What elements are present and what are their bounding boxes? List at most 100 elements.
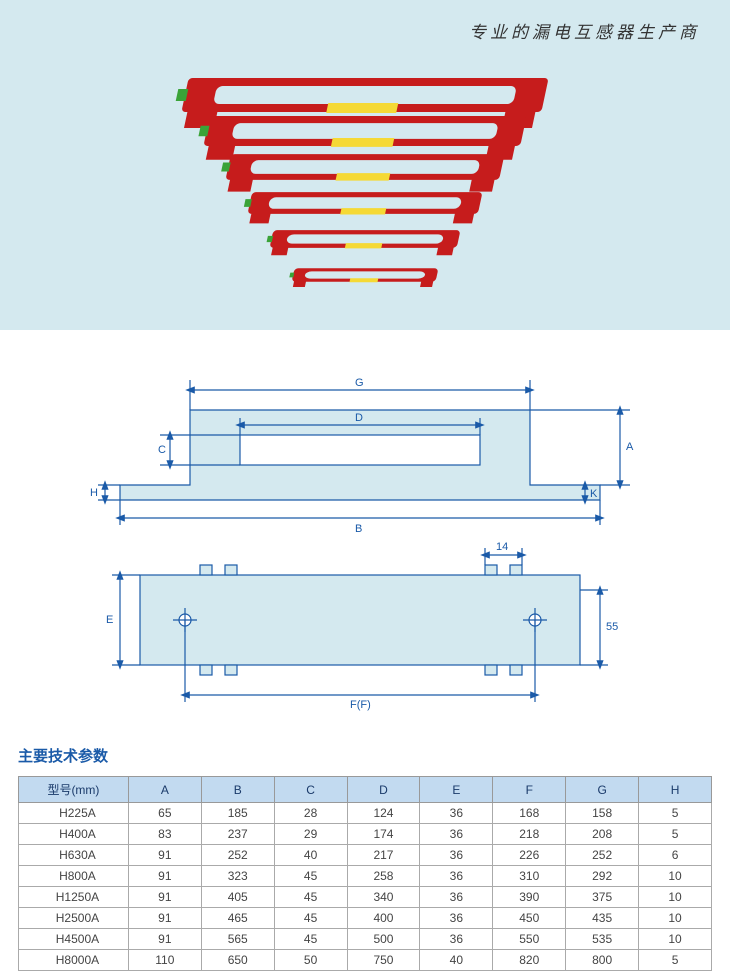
dim-label-D: D xyxy=(355,412,363,424)
table-cell: H1250A xyxy=(19,887,129,908)
table-cell: 36 xyxy=(420,845,493,866)
table-header: 型号(mm) xyxy=(19,777,129,803)
table-cell: 6 xyxy=(639,845,712,866)
table-cell: 40 xyxy=(274,845,347,866)
table-cell: 535 xyxy=(566,929,639,950)
product-illustration xyxy=(140,50,590,320)
table-cell: 450 xyxy=(493,908,566,929)
table-cell: 252 xyxy=(201,845,274,866)
table-cell: 36 xyxy=(420,908,493,929)
table-cell: 323 xyxy=(201,866,274,887)
table-cell: 258 xyxy=(347,866,420,887)
table-cell: 750 xyxy=(347,950,420,971)
table-cell: 83 xyxy=(128,824,201,845)
table-cell: 36 xyxy=(420,866,493,887)
table-row: H800A91323452583631029210 xyxy=(19,866,712,887)
table-cell: 168 xyxy=(493,803,566,824)
table-cell: 91 xyxy=(128,845,201,866)
params-title: 主要技术参数 xyxy=(18,745,730,766)
table-cell: 800 xyxy=(566,950,639,971)
dim-label-G: G xyxy=(355,377,364,389)
table-cell: 29 xyxy=(274,824,347,845)
table-cell: 91 xyxy=(128,866,201,887)
table-cell: 500 xyxy=(347,929,420,950)
header-tagline: 专业的漏电互感器生产商 xyxy=(469,18,700,43)
table-cell: 10 xyxy=(639,866,712,887)
table-cell: 208 xyxy=(566,824,639,845)
dim-label-B: B xyxy=(355,523,362,535)
table-cell: 36 xyxy=(420,887,493,908)
dim-label-K: K xyxy=(590,488,598,500)
dim-label-H: H xyxy=(90,487,98,499)
params-table: 型号(mm)ABCDEFGH H225A6518528124361681585H… xyxy=(18,776,712,971)
table-cell: 65 xyxy=(128,803,201,824)
table-header: A xyxy=(128,777,201,803)
dim-label-E: E xyxy=(106,614,113,626)
table-cell: H8000A xyxy=(19,950,129,971)
table-cell: 375 xyxy=(566,887,639,908)
table-header: G xyxy=(566,777,639,803)
table-cell: 226 xyxy=(493,845,566,866)
table-cell: H4500A xyxy=(19,929,129,950)
table-cell: 217 xyxy=(347,845,420,866)
table-row: H225A6518528124361681585 xyxy=(19,803,712,824)
table-cell: 158 xyxy=(566,803,639,824)
technical-diagram: G D C A K H xyxy=(30,350,700,720)
table-cell: 820 xyxy=(493,950,566,971)
table-header: F xyxy=(493,777,566,803)
table-cell: 10 xyxy=(639,887,712,908)
table-cell: 405 xyxy=(201,887,274,908)
table-row: H400A8323729174362182085 xyxy=(19,824,712,845)
table-cell: 400 xyxy=(347,908,420,929)
top-banner: 专业的漏电互感器生产商 xyxy=(0,0,730,330)
table-cell: 292 xyxy=(566,866,639,887)
dim-label-55: 55 xyxy=(606,621,618,633)
table-cell: 465 xyxy=(201,908,274,929)
table-cell: 650 xyxy=(201,950,274,971)
table-cell: 28 xyxy=(274,803,347,824)
table-cell: H630A xyxy=(19,845,129,866)
table-cell: 5 xyxy=(639,824,712,845)
table-row: H1250A91405453403639037510 xyxy=(19,887,712,908)
table-cell: 340 xyxy=(347,887,420,908)
table-cell: 91 xyxy=(128,908,201,929)
table-cell: 91 xyxy=(128,887,201,908)
table-cell: 110 xyxy=(128,950,201,971)
table-cell: 124 xyxy=(347,803,420,824)
table-cell: 36 xyxy=(420,824,493,845)
table-header: E xyxy=(420,777,493,803)
table-cell: H800A xyxy=(19,866,129,887)
table-row: H8000A11065050750408208005 xyxy=(19,950,712,971)
diagram-section: G D C A K H xyxy=(0,330,730,735)
dim-label-14: 14 xyxy=(496,541,508,553)
table-cell: 390 xyxy=(493,887,566,908)
table-row: H2500A91465454003645043510 xyxy=(19,908,712,929)
table-header: B xyxy=(201,777,274,803)
table-cell: 10 xyxy=(639,929,712,950)
table-cell: 45 xyxy=(274,929,347,950)
table-cell: 310 xyxy=(493,866,566,887)
table-cell: 174 xyxy=(347,824,420,845)
table-cell: 40 xyxy=(420,950,493,971)
dim-label-A: A xyxy=(626,441,634,453)
table-row: H4500A91565455003655053510 xyxy=(19,929,712,950)
table-cell: 91 xyxy=(128,929,201,950)
table-cell: H2500A xyxy=(19,908,129,929)
table-cell: 185 xyxy=(201,803,274,824)
table-cell: 45 xyxy=(274,866,347,887)
table-header: D xyxy=(347,777,420,803)
table-header: C xyxy=(274,777,347,803)
table-header: H xyxy=(639,777,712,803)
table-cell: 5 xyxy=(639,950,712,971)
dim-label-F: F(F) xyxy=(350,699,371,711)
table-cell: 550 xyxy=(493,929,566,950)
table-cell: 218 xyxy=(493,824,566,845)
table-cell: 252 xyxy=(566,845,639,866)
table-cell: 36 xyxy=(420,929,493,950)
table-cell: 5 xyxy=(639,803,712,824)
table-cell: 45 xyxy=(274,887,347,908)
table-cell: H400A xyxy=(19,824,129,845)
table-cell: H225A xyxy=(19,803,129,824)
table-cell: 50 xyxy=(274,950,347,971)
table-cell: 45 xyxy=(274,908,347,929)
